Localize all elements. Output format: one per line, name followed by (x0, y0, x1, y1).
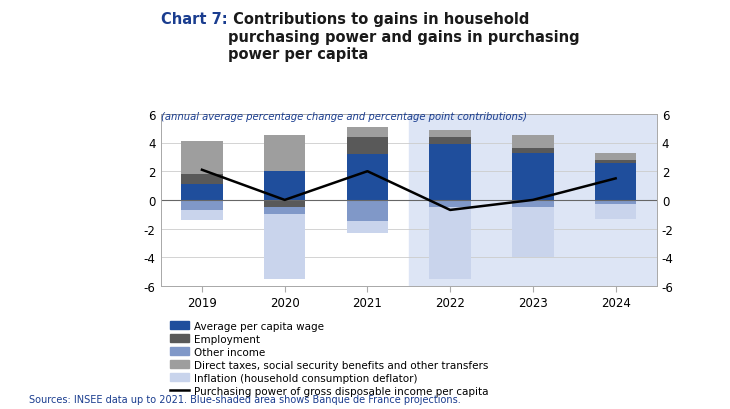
Text: Contributions to gains in household
purchasing power and gains in purchasing
pow: Contributions to gains in household purc… (228, 12, 580, 62)
Bar (181, 142, 223, 175)
Bar (347, 128, 388, 137)
Bar (512, 153, 553, 200)
Text: (annual average percentage change and percentage point contributions): (annual average percentage change and pe… (161, 111, 526, 121)
Bar (264, 208, 305, 215)
Bar (347, 155, 388, 200)
Bar (429, 145, 471, 200)
Bar (512, 200, 553, 208)
Bar (347, 200, 388, 222)
Bar (347, 137, 388, 155)
Bar (595, 200, 637, 204)
Bar (181, 200, 223, 210)
Bar (429, 208, 471, 279)
Bar (595, 153, 637, 160)
Bar (429, 137, 471, 145)
Bar (264, 172, 305, 200)
Bar (347, 222, 388, 233)
Text: Sources: INSEE data up to 2021. Blue-shaded area shows Banque de France projecti: Sources: INSEE data up to 2021. Blue-sha… (29, 394, 461, 404)
Bar (264, 136, 305, 172)
Bar (595, 204, 637, 219)
Bar (181, 185, 223, 200)
Bar (512, 149, 553, 153)
Bar (512, 208, 553, 258)
Bar (181, 175, 223, 185)
Bar (264, 215, 305, 279)
Legend: Average per capita wage, Employment, Other income, Direct taxes, social security: Average per capita wage, Employment, Oth… (166, 317, 493, 400)
Bar (181, 210, 223, 220)
Bar (595, 163, 637, 200)
Bar (595, 160, 637, 163)
Bar (264, 200, 305, 208)
Bar (429, 200, 471, 208)
Text: Chart 7:: Chart 7: (161, 12, 227, 27)
Bar (512, 136, 553, 149)
Bar (429, 130, 471, 137)
Bar (409, 115, 657, 286)
